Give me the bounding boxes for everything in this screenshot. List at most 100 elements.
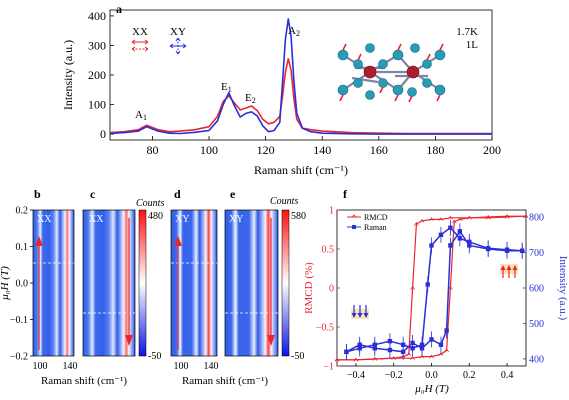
y-tick-label: −0.1 (10, 315, 28, 326)
data-point (520, 248, 525, 253)
data-point (504, 214, 510, 219)
data-point (467, 215, 472, 220)
data-point (372, 356, 378, 361)
heatmap-b (33, 210, 74, 356)
heatmap-y-ticks: 0.2 0.1 0.0 −0.1 −0.2 (10, 206, 33, 363)
y-tick-label: 0 (329, 284, 334, 295)
panel-f-y2-label: Intensity (a.u.) (557, 256, 569, 321)
data-point (419, 342, 425, 347)
data-point (448, 243, 453, 248)
colorbar-2 (281, 209, 290, 357)
x-tick-label: 120 (257, 143, 275, 157)
legend-xx: XX (132, 26, 148, 38)
data-point (425, 282, 430, 287)
x-tick-label: 100 (33, 361, 48, 372)
data-point (344, 349, 349, 355)
data-point (438, 217, 444, 222)
colorbar-1-max: 480 (148, 211, 163, 222)
panel-e-label: XY (229, 214, 243, 225)
legend-raman: Raman (364, 223, 387, 232)
heatmap-x-ticks: 100 140 100 140 (33, 361, 219, 372)
y-tick-label: −0.5 (316, 323, 334, 334)
data-point (444, 328, 449, 333)
panel-a-lines (109, 18, 492, 135)
x-tick-label: 140 (204, 361, 219, 372)
series-line-xx (109, 57, 492, 135)
layer-label: 1L (466, 39, 479, 51)
panel-b-label: XX (37, 214, 52, 225)
y-tick-label: 0 (100, 127, 106, 141)
panel-a-y-label: Intensity (a.u.) (61, 40, 75, 110)
data-point (410, 285, 415, 290)
y-tick-label: 0.0 (16, 279, 29, 290)
data-point (523, 214, 529, 218)
legend-xy-arrows-icon (169, 37, 187, 55)
data-point (429, 217, 434, 222)
panel-d: d XY (170, 187, 218, 357)
y-tick-label: 0.2 (16, 206, 29, 217)
panel-f-legend: RMCD Raman (347, 213, 388, 232)
heatmap-x-label-2: Raman shift (cm⁻¹) (182, 375, 268, 387)
data-point (429, 354, 434, 359)
heatmap-e (225, 210, 278, 356)
y-tick-label: 0.1 (16, 242, 29, 253)
heatmap-x-label-1: Raman shift (cm⁻¹) (41, 375, 127, 387)
data-point (429, 337, 434, 342)
peak-a2-label: A2 (288, 25, 300, 38)
data-point (414, 221, 419, 226)
panel-a: a 0 100 200 300 400 80 100 120 140 160 180 200 Int… (61, 2, 501, 177)
temperature-label: 1.7K (456, 26, 478, 38)
data-point (419, 218, 425, 223)
x-tick-label: 0.0 (425, 370, 438, 381)
data-point (438, 352, 444, 356)
x-tick-label: 80 (146, 143, 158, 157)
panel-f-letter: f (343, 187, 348, 201)
x-tick-label: 140 (313, 143, 331, 157)
data-point (451, 219, 457, 224)
panel-a-frame (109, 9, 493, 141)
data-point (448, 225, 453, 230)
panel-d-label: XY (175, 214, 189, 225)
data-point (391, 356, 396, 360)
panel-d-letter: d (174, 187, 181, 201)
data-point (485, 214, 491, 219)
panel-b: b XX (32, 187, 75, 357)
data-point (504, 214, 510, 218)
y-tick-label: 400 (88, 9, 106, 23)
y-tick-label: −0.2 (10, 352, 28, 363)
legend-xy: XY (170, 26, 186, 38)
colorbar-2-title: Counts (270, 196, 298, 207)
data-point (334, 357, 340, 362)
panel-f-x-ticks: −0.4 −0.2 0.0 0.2 0.4 (347, 363, 514, 381)
y-tick-label: 300 (88, 38, 106, 52)
series-line-rmcd-down (337, 215, 526, 361)
peak-e1-label: E1 (221, 81, 232, 94)
y-tick-label: 100 (88, 98, 106, 112)
data-point (448, 215, 453, 220)
data-point (486, 246, 491, 251)
data-point (387, 347, 393, 353)
panel-f-x-label: μ₀H (T) (414, 383, 449, 395)
y-tick-label: −1 (323, 362, 334, 373)
data-point (357, 346, 362, 351)
x-tick-label: 0.4 (501, 370, 514, 381)
data-point (444, 348, 449, 353)
peak-e2-label: E2 (245, 92, 256, 105)
data-point (387, 338, 393, 344)
y2-tick-label: 600 (529, 284, 544, 295)
series-line-raman-up (346, 229, 523, 353)
x-tick-label: 200 (483, 143, 501, 157)
panel-b-letter: b (34, 187, 41, 201)
panel-a-x-ticks: 80 100 120 140 160 180 200 (146, 136, 501, 157)
x-tick-label: 160 (370, 143, 388, 157)
panel-c-letter: c (90, 187, 96, 201)
data-point (438, 342, 444, 347)
x-tick-label: 100 (174, 361, 189, 372)
data-point (353, 357, 359, 362)
panel-f-lines (334, 214, 529, 362)
heatmap-d (171, 210, 217, 356)
data-point (457, 236, 463, 241)
data-point (467, 239, 472, 245)
panel-a-letter: a (116, 2, 122, 16)
data-point (429, 243, 434, 248)
